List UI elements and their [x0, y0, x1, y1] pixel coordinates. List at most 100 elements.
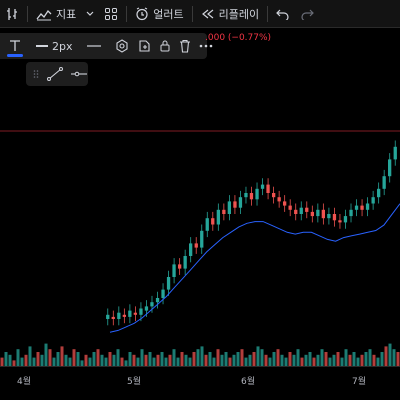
candle — [294, 203, 298, 221]
toolbar-divider — [191, 5, 193, 22]
volume-bar — [388, 343, 392, 366]
drag-handle-icon — [33, 70, 39, 78]
template-icon — [138, 40, 150, 52]
volume-bar — [368, 349, 372, 366]
volume-bar — [268, 357, 272, 366]
moving-average-line — [109, 203, 400, 333]
volume-bar — [64, 354, 68, 366]
volume-bar — [312, 357, 316, 366]
replay-button[interactable]: 리플레이 — [196, 0, 264, 28]
volume-bar — [392, 349, 396, 366]
volume-bar — [380, 352, 384, 366]
trend-line-button[interactable] — [43, 61, 67, 87]
volume-bar — [272, 352, 276, 366]
candle — [189, 237, 193, 263]
undo-button[interactable] — [271, 0, 295, 28]
drag-handle[interactable] — [29, 61, 43, 87]
candlesticks — [106, 140, 397, 326]
volume-bar — [124, 360, 128, 366]
candle — [161, 283, 165, 305]
horizontal-ray-icon — [71, 71, 87, 77]
volume-bar — [56, 352, 60, 366]
volume-bar — [24, 354, 28, 366]
volume-bar — [104, 357, 108, 366]
more-button[interactable] — [195, 33, 217, 59]
price-chart[interactable] — [0, 60, 400, 366]
volume-bar — [136, 357, 140, 366]
candle — [354, 199, 359, 217]
volume-bar — [384, 346, 388, 366]
candle — [249, 186, 254, 206]
top-toolbar: 지표 얼러트 리플레이 — [0, 0, 400, 28]
toolbar-divider — [267, 5, 269, 22]
candle — [299, 201, 303, 221]
candle — [211, 211, 215, 231]
candle — [332, 207, 337, 227]
indicators-dropdown[interactable] — [81, 0, 99, 28]
candle — [310, 205, 314, 223]
candle — [255, 182, 259, 206]
lock-button[interactable] — [155, 33, 175, 59]
volume-bar — [152, 357, 156, 366]
volume-bar — [216, 349, 220, 366]
templates-button[interactable] — [99, 0, 123, 28]
volume-bar — [348, 354, 352, 366]
volume-bar — [148, 352, 152, 366]
volume-bar — [32, 357, 36, 366]
line-style-icon — [86, 45, 101, 47]
candle — [233, 195, 237, 214]
volume-bar — [320, 349, 324, 366]
volume-bar — [292, 354, 296, 366]
volume-bar — [72, 349, 76, 366]
volume-bar — [0, 357, 4, 366]
candle — [343, 209, 348, 229]
volume-bar — [260, 349, 264, 366]
volume-bar — [372, 354, 376, 366]
volume-bar — [160, 352, 164, 366]
trash-icon — [179, 39, 190, 53]
candle — [122, 308, 126, 324]
volume-bar — [360, 354, 364, 366]
volume-bar — [68, 357, 72, 366]
candle — [106, 308, 110, 326]
candle — [365, 197, 370, 217]
volume-bar — [140, 349, 144, 366]
volume-bar — [244, 357, 248, 366]
trend-line-icon — [47, 67, 63, 81]
chart-type-button[interactable] — [0, 0, 24, 28]
volume-bar — [12, 360, 16, 366]
volume-bar — [328, 357, 332, 366]
candle — [178, 258, 182, 275]
candle — [244, 186, 248, 204]
volume-bar — [116, 349, 120, 366]
template-button[interactable] — [133, 33, 155, 59]
volume-bar — [212, 357, 216, 366]
indicators-icon — [36, 9, 52, 20]
alert-button[interactable]: 얼러트 — [130, 0, 188, 28]
bar-chart-icon — [7, 7, 17, 20]
volume-bar — [200, 346, 204, 366]
volume-bar — [112, 354, 116, 366]
line-thickness-button[interactable]: 2px — [32, 33, 77, 59]
volume-bar — [16, 349, 20, 366]
volume-bar — [4, 352, 8, 366]
text-tool-button[interactable] — [4, 33, 26, 59]
volume-bar — [92, 352, 96, 366]
candle — [327, 207, 331, 225]
redo-button[interactable] — [295, 0, 319, 28]
delete-button[interactable] — [175, 33, 195, 59]
x-tick-label: 4월 — [16, 377, 32, 387]
volume-bar — [396, 352, 400, 366]
indicators-button[interactable]: 지표 — [31, 0, 81, 28]
candle — [277, 190, 281, 208]
horizontal-ray-button[interactable] — [67, 61, 91, 87]
volume-bars — [0, 343, 400, 366]
volume-bar — [296, 349, 300, 366]
line-style-button[interactable] — [83, 33, 105, 59]
settings-button[interactable] — [111, 33, 133, 59]
x-tick-label: 5월 — [126, 377, 142, 387]
volume-bar — [52, 357, 56, 366]
volume-bar — [248, 354, 252, 366]
volume-bar — [236, 352, 240, 366]
volume-bar — [256, 346, 260, 366]
